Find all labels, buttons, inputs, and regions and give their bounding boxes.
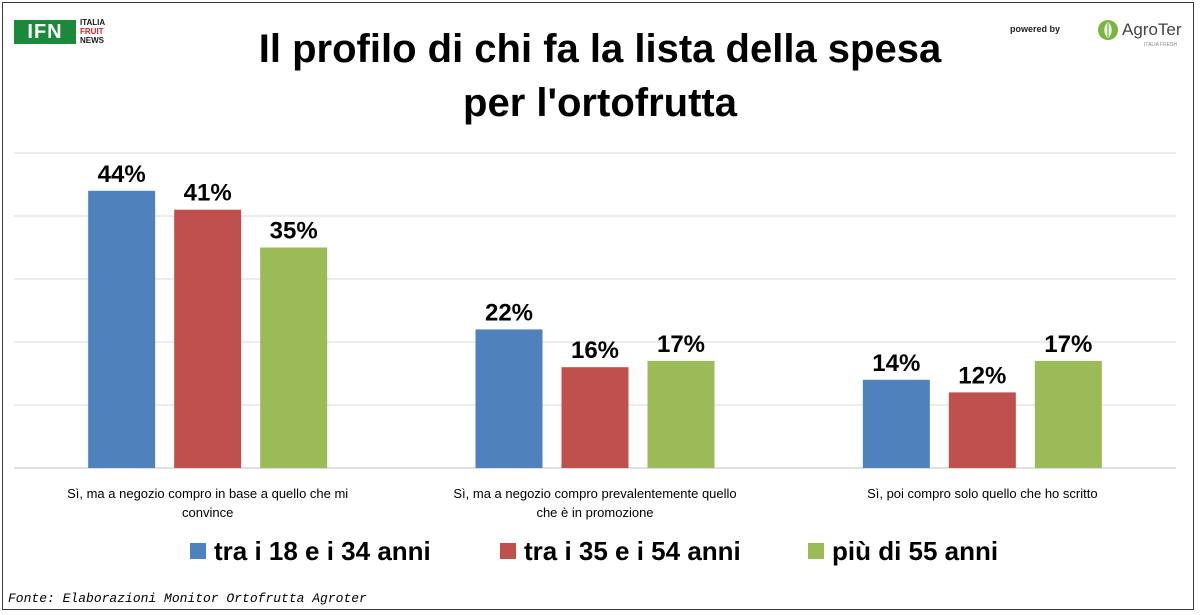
ifn-logo-line3: NEWS [80,36,104,45]
ifn-logo-box [14,20,76,44]
category-label-1: Sì, ma a negozio compro in base a quello… [18,484,398,522]
data-label-35-54-cat2: 16% [571,337,619,364]
bar-55-plus-cat2 [647,360,715,468]
data-label-55-plus-cat2: 17% [657,331,705,358]
bar-55-plus-cat3 [1034,360,1102,468]
legend-swatch-55-plus [808,543,824,559]
ifn-logo-line1: ITALIA [80,18,106,27]
bar-35-54-cat1 [174,209,242,468]
powered-by-label: powered by [1010,24,1061,34]
bar-chart: 44% 22% 14% 41% 16% 12% 35% 17% 17% [14,152,1176,469]
ifn-logo-line2: FRUIT [80,27,104,36]
category-label-2-line-2: che è in promozione [536,505,654,520]
data-label-35-54-cat3: 12% [958,362,1006,389]
bar-18-34-cat2 [475,329,543,468]
category-label-2-line-1: Sì, ma a negozio compro prevalentemente … [453,486,737,501]
data-label-35-54-cat1: 41% [184,180,232,207]
data-label-55-plus-cat1: 35% [270,218,318,245]
legend-swatch-18-34 [190,543,206,559]
data-label-18-34-cat3: 14% [872,350,920,377]
bar-35-54-cat3 [948,392,1016,468]
legend-label-18-34: tra i 18 e i 34 anni [214,536,431,566]
bar-55-plus-cat1 [260,247,328,468]
legend-label-55-plus: più di 55 anni [832,536,999,566]
legend-swatch-35-54 [500,543,516,559]
agroter-logo-tagline: ITALIA FRESH [1144,42,1177,48]
category-label-1-line-1: Sì, ma a negozio compro in base a quello… [67,486,349,501]
legend: tra i 18 e i 34 anni tra i 35 e i 54 ann… [0,535,1200,567]
bar-18-34-cat3 [862,379,930,468]
bar-18-34-cat1 [88,190,156,469]
legend-label-35-54: tra i 35 e i 54 anni [524,536,741,566]
category-label-2: Sì, ma a negozio compro prevalentemente … [405,484,785,522]
category-label-3: Sì, poi compro solo quello che ho scritt… [792,484,1172,503]
chart-title-line-1: Il profilo di chi fa la lista della spes… [258,27,942,71]
ifn-logo-text: IFN [27,21,63,43]
chart-title: Il profilo di chi fa la lista della spes… [140,22,1060,130]
source-note: Fonte: Elaborazioni Monitor Ortofrutta A… [8,591,367,606]
bar-35-54-cat2 [561,367,629,468]
leaf-globe-icon [1098,20,1118,40]
data-label-55-plus-cat3: 17% [1044,331,1092,358]
category-label-3-line-1: Sì, poi compro solo quello che ho scritt… [867,486,1098,501]
data-label-18-34-cat2: 22% [485,299,533,326]
category-label-1-line-2: convince [182,505,234,520]
agroter-logo-name: AgroTer [1122,20,1182,39]
ifn-logo: IFN ITALIA FRUIT NEWS [14,16,124,52]
chart-title-line-2: per l'ortofrutta [463,81,737,125]
data-label-18-34-cat1: 44% [98,161,146,188]
